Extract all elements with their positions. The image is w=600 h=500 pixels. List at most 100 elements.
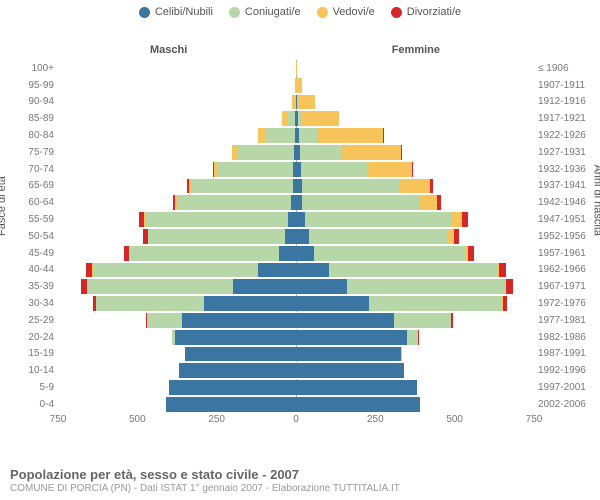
pyramid-row: 20-241982-1986 (58, 329, 534, 346)
bar-segment (412, 162, 414, 177)
bar-segment (317, 128, 384, 143)
age-label: 70-74 (14, 164, 54, 175)
pyramid-row: 45-491957-1961 (58, 245, 534, 262)
age-label: 10-14 (14, 365, 54, 376)
bar-male (58, 330, 296, 345)
bar-segment (287, 111, 296, 126)
bar-segment (394, 313, 451, 328)
chart-container: Celibi/NubiliConiugati/eVedovi/eDivorzia… (0, 0, 600, 500)
bar-female (296, 363, 534, 378)
x-tick: 750 (50, 414, 67, 425)
pyramid-row: 90-941912-1916 (58, 94, 534, 111)
bar-female (296, 95, 534, 110)
bar-segment (296, 212, 305, 227)
birth-label: 1947-1951 (538, 214, 592, 225)
pyramid-row: 0-42002-2006 (58, 396, 534, 413)
age-label: 65-69 (14, 180, 54, 191)
pyramid-row: 35-391967-1971 (58, 278, 534, 295)
bar-segment (451, 212, 462, 227)
legend-swatch (317, 7, 328, 18)
age-label: 30-34 (14, 298, 54, 309)
bar-segment (296, 397, 420, 412)
bar-segment (468, 246, 474, 261)
bar-segment (314, 246, 465, 261)
bar-segment (93, 263, 258, 278)
bar-segment (309, 229, 449, 244)
age-label: 75-79 (14, 147, 54, 158)
chart-area: Maschi Femmine Fasce di età Anni di nasc… (0, 20, 600, 440)
bar-segment (407, 330, 418, 345)
pyramid-rows: 100+≤ 190695-991907-191190-941912-191685… (58, 60, 534, 412)
bar-segment (147, 313, 182, 328)
bar-male (58, 363, 296, 378)
age-label: 60-64 (14, 197, 54, 208)
bar-segment (430, 179, 433, 194)
bar-segment (301, 111, 339, 126)
bar-segment (506, 279, 512, 294)
bar-female (296, 380, 534, 395)
bar-female (296, 313, 534, 328)
age-label: 50-54 (14, 231, 54, 242)
birth-label: 1972-1976 (538, 298, 592, 309)
bar-segment (296, 313, 394, 328)
bar-female (296, 229, 534, 244)
bar-segment (305, 212, 451, 227)
bar-segment (437, 195, 441, 210)
age-label: 25-29 (14, 315, 54, 326)
legend-swatch (391, 7, 402, 18)
bar-segment (296, 229, 309, 244)
bar-segment (503, 296, 507, 311)
bar-segment (258, 263, 296, 278)
bar-segment (347, 279, 506, 294)
bar-female (296, 111, 534, 126)
bar-male (58, 195, 296, 210)
birth-label: 1927-1931 (538, 147, 592, 158)
bar-segment (451, 313, 453, 328)
bar-segment (182, 313, 296, 328)
x-tick: 500 (129, 414, 146, 425)
bar-segment (367, 162, 411, 177)
bar-segment (177, 195, 291, 210)
bar-female (296, 347, 534, 362)
x-tick: 250 (367, 414, 384, 425)
bar-segment (454, 229, 459, 244)
pyramid-row: 40-441962-1966 (58, 262, 534, 279)
bar-male (58, 279, 296, 294)
pyramid-row: 60-641942-1946 (58, 194, 534, 211)
pyramid-row: 10-141992-1996 (58, 362, 534, 379)
legend-swatch (139, 7, 150, 18)
bar-segment (369, 296, 502, 311)
legend-item: Divorziati/e (391, 6, 461, 18)
legend-swatch (229, 7, 240, 18)
bar-male (58, 162, 296, 177)
bar-segment (148, 229, 284, 244)
bar-female (296, 212, 534, 227)
legend-label: Celibi/Nubili (155, 6, 213, 18)
bar-segment (302, 195, 419, 210)
bar-segment (299, 128, 316, 143)
footer: Popolazione per età, sesso e stato civil… (10, 467, 400, 494)
bar-segment (383, 128, 384, 143)
legend-label: Divorziati/e (407, 6, 461, 18)
bar-segment (341, 145, 401, 160)
bar-segment (296, 246, 314, 261)
bar-female (296, 296, 534, 311)
bar-segment (204, 296, 296, 311)
x-tick: 750 (526, 414, 543, 425)
bar-segment (296, 61, 297, 76)
bar-segment (301, 162, 368, 177)
pyramid-row: 100+≤ 1906 (58, 60, 534, 77)
age-label: 45-49 (14, 248, 54, 259)
x-tick: 0 (293, 414, 299, 425)
bar-segment (302, 179, 400, 194)
legend-item: Coniugati/e (229, 6, 301, 18)
pyramid-row: 15-191987-1991 (58, 346, 534, 363)
bar-segment (179, 363, 296, 378)
age-label: 95-99 (14, 80, 54, 91)
bar-segment (129, 246, 278, 261)
birth-label: 1932-1936 (538, 164, 592, 175)
bar-segment (329, 263, 497, 278)
bar-segment (300, 145, 341, 160)
label-maschi: Maschi (150, 44, 187, 56)
bar-male (58, 263, 296, 278)
